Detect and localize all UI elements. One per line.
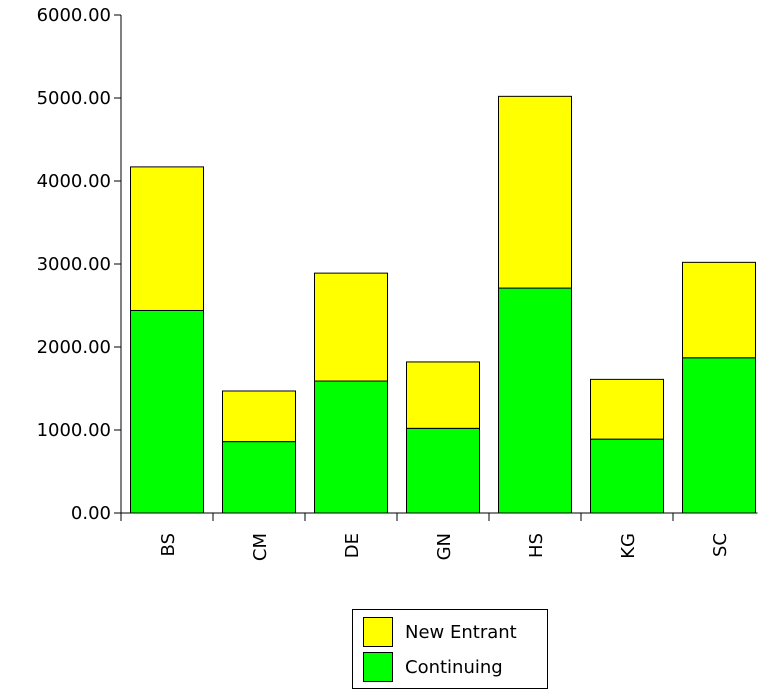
legend-label-continuing: Continuing bbox=[405, 656, 503, 678]
legend-swatch-continuing bbox=[363, 652, 393, 682]
x-tick-label: DE bbox=[342, 533, 363, 558]
bar-new-entrant-kg bbox=[590, 378, 664, 440]
bar-new-entrant-cm bbox=[222, 390, 296, 443]
legend-item-new-entrant: New Entrant bbox=[363, 617, 517, 647]
x-tick-label: SC bbox=[710, 533, 731, 557]
bar-new-entrant-hs bbox=[498, 95, 572, 289]
bar-new-entrant-sc bbox=[682, 261, 756, 359]
y-tick-label: 5000.00 bbox=[37, 88, 111, 109]
x-tick-label: BS bbox=[158, 533, 179, 556]
y-tick-label: 4000.00 bbox=[37, 171, 111, 192]
y-tick-label: 6000.00 bbox=[37, 5, 111, 26]
bar-continuing-kg bbox=[590, 438, 664, 514]
y-tick-label: 1000.00 bbox=[37, 420, 111, 441]
y-tick-label: 2000.00 bbox=[37, 337, 111, 358]
x-tick-label: KG bbox=[618, 533, 639, 559]
bar-continuing-bs bbox=[130, 309, 204, 514]
bar-continuing-hs bbox=[498, 287, 572, 514]
bar-continuing-gn bbox=[406, 427, 480, 514]
bar-continuing-de bbox=[314, 380, 388, 514]
bar-new-entrant-de bbox=[314, 272, 388, 382]
bar-new-entrant-bs bbox=[130, 166, 204, 311]
legend-label-new-entrant: New Entrant bbox=[405, 621, 517, 643]
bars bbox=[130, 95, 756, 514]
bar-new-entrant-gn bbox=[406, 361, 480, 429]
bar-continuing-cm bbox=[222, 441, 296, 514]
x-tick-label: HS bbox=[526, 533, 547, 558]
y-tick-label: 3000.00 bbox=[37, 254, 111, 275]
y-tick-label: 0.00 bbox=[71, 503, 111, 524]
x-tick-label: GN bbox=[434, 533, 455, 560]
legend: New Entrant Continuing bbox=[352, 609, 548, 689]
legend-item-continuing: Continuing bbox=[363, 652, 503, 682]
legend-swatch-new-entrant bbox=[363, 617, 393, 647]
bar-continuing-sc bbox=[682, 357, 756, 514]
labels: 0.00 1000.00 2000.00 3000.00 4000.00 5000.00 6… bbox=[37, 5, 731, 561]
x-tick-label: CM bbox=[250, 533, 271, 561]
